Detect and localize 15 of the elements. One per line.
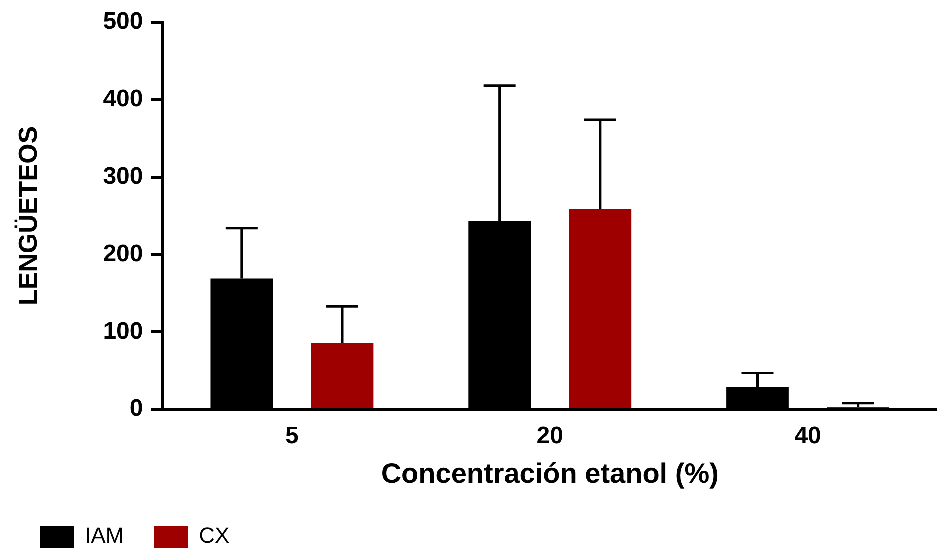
legend-label: CX — [199, 523, 230, 548]
x-tick-label: 20 — [536, 422, 564, 450]
y-tick-label: 0 — [130, 395, 144, 422]
y-tick-label: 200 — [103, 240, 144, 268]
x-tick-label: 5 — [286, 422, 299, 450]
y-tick-label: 100 — [103, 318, 144, 345]
bar — [311, 343, 374, 408]
y-tick-label: 300 — [103, 162, 144, 190]
y-tick-label: 500 — [103, 8, 144, 36]
y-tick-label: 400 — [103, 85, 144, 112]
x-tick-label: 40 — [794, 422, 822, 450]
x-axis-title: Concentración etanol (%) — [381, 458, 719, 489]
legend-label: IAM — [85, 523, 124, 548]
bar — [569, 209, 632, 408]
y-axis-title: LENGÜETEOS — [12, 126, 43, 306]
